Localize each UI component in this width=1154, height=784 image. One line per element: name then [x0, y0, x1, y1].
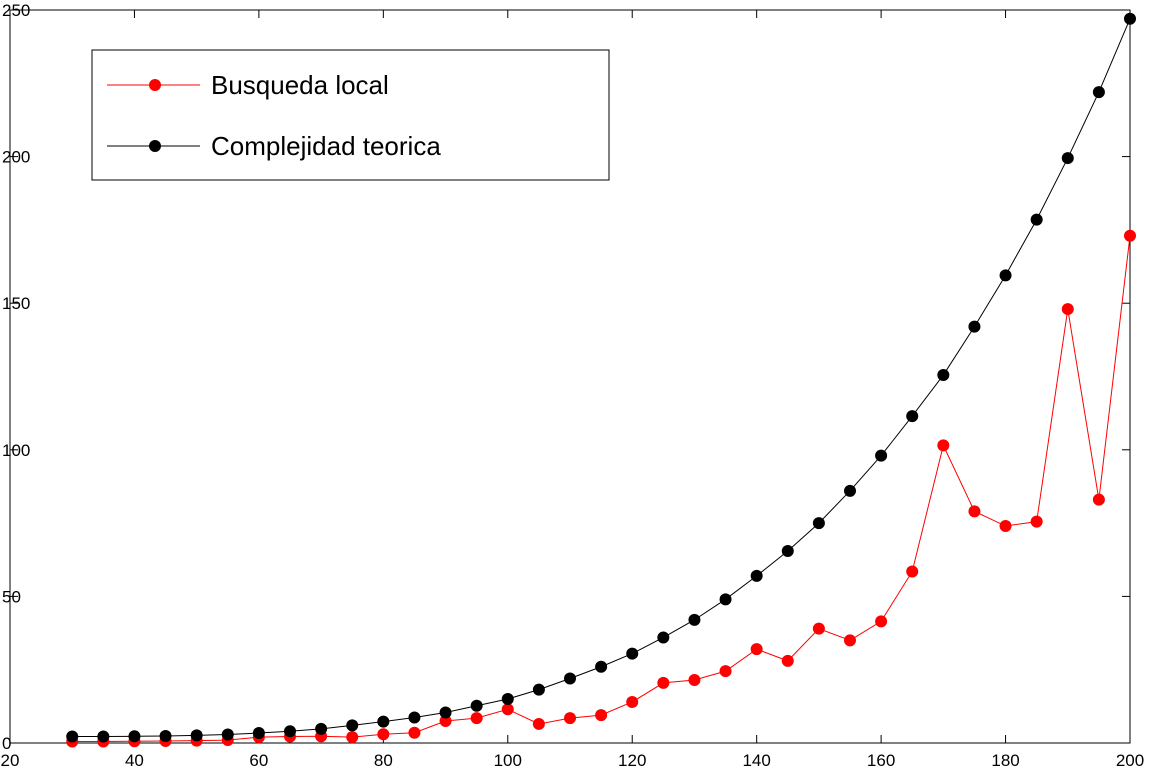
data-point-busqueda-local — [875, 615, 888, 628]
data-point-complejidad-teorica — [719, 593, 732, 606]
legend-label-busqueda-local: Busqueda local — [211, 70, 389, 100]
data-point-complejidad-teorica — [66, 730, 79, 743]
series-complejidad-teorica — [66, 12, 1136, 743]
data-point-complejidad-teorica — [937, 369, 950, 382]
data-point-complejidad-teorica — [284, 725, 296, 738]
y-tick-label: 200 — [2, 148, 30, 167]
legend-label-complejidad-teorica: Complejidad teorica — [211, 131, 441, 161]
data-point-busqueda-local — [470, 712, 483, 725]
data-point-complejidad-teorica — [750, 569, 763, 582]
x-tick-label: 140 — [742, 751, 770, 770]
x-tick-label: 120 — [618, 751, 646, 770]
data-point-busqueda-local — [1124, 229, 1136, 242]
data-point-complejidad-teorica — [1030, 213, 1043, 226]
data-point-complejidad-teorica — [688, 613, 701, 626]
data-point-busqueda-local — [937, 439, 950, 452]
data-point-busqueda-local — [657, 676, 670, 689]
data-point-complejidad-teorica — [221, 728, 234, 741]
data-point-complejidad-teorica — [252, 727, 265, 740]
data-point-busqueda-local — [1092, 493, 1105, 506]
data-point-complejidad-teorica — [439, 706, 452, 719]
data-point-busqueda-local — [377, 728, 390, 741]
x-tick-label: 180 — [991, 751, 1019, 770]
data-point-busqueda-local — [1030, 515, 1043, 528]
data-point-complejidad-teorica — [812, 517, 825, 530]
data-point-busqueda-local — [812, 622, 825, 635]
data-point-complejidad-teorica — [1124, 12, 1136, 25]
legend-box — [91, 49, 610, 181]
data-point-busqueda-local — [968, 505, 981, 518]
data-point-busqueda-local — [719, 665, 732, 678]
data-point-complejidad-teorica — [190, 729, 203, 742]
data-point-complejidad-teorica — [875, 449, 888, 462]
data-point-busqueda-local — [999, 520, 1012, 533]
data-point-complejidad-teorica — [97, 730, 110, 743]
y-tick-label: 150 — [2, 294, 30, 313]
data-point-busqueda-local — [564, 712, 576, 725]
data-point-complejidad-teorica — [626, 647, 639, 660]
data-point-complejidad-teorica — [595, 660, 608, 673]
data-point-busqueda-local — [688, 673, 701, 686]
data-point-complejidad-teorica — [1092, 86, 1105, 99]
data-point-complejidad-teorica — [968, 320, 981, 333]
data-point-busqueda-local — [595, 709, 608, 722]
x-tick-label: 60 — [249, 751, 268, 770]
data-point-complejidad-teorica — [470, 699, 483, 712]
data-point-busqueda-local — [1061, 303, 1074, 316]
data-point-complejidad-teorica — [532, 683, 545, 696]
legend: Busqueda local Complejidad teorica — [91, 49, 610, 181]
data-point-complejidad-teorica — [564, 672, 576, 685]
x-tick-label: 20 — [1, 751, 20, 770]
legend-marker-busqueda-local — [149, 79, 161, 91]
x-tick-label: 80 — [374, 751, 393, 770]
data-point-busqueda-local — [906, 565, 919, 578]
data-point-complejidad-teorica — [501, 693, 514, 706]
x-tick-label: 40 — [125, 751, 144, 770]
data-point-complejidad-teorica — [159, 729, 172, 742]
data-point-complejidad-teorica — [315, 722, 328, 735]
data-point-busqueda-local — [626, 695, 639, 708]
data-point-complejidad-teorica — [1061, 152, 1074, 165]
data-point-busqueda-local — [532, 717, 545, 730]
x-tick-label: 160 — [867, 751, 895, 770]
data-point-busqueda-local — [439, 715, 452, 728]
axis-ticks: 20 40 60 80 100 120 140 160 180 200 0 50 100 150 200 25… — [1, 1, 1145, 770]
x-tick-label: 200 — [1116, 751, 1144, 770]
data-point-complejidad-teorica — [999, 269, 1012, 282]
y-tick-label: 100 — [2, 441, 30, 460]
data-point-complejidad-teorica — [346, 719, 359, 732]
data-point-complejidad-teorica — [844, 484, 856, 497]
legend-marker-complejidad-teorica — [149, 140, 161, 152]
data-point-busqueda-local — [501, 703, 514, 716]
data-point-busqueda-local — [781, 654, 794, 667]
data-point-busqueda-local — [750, 643, 763, 656]
x-tick-label: 100 — [494, 751, 522, 770]
data-point-complejidad-teorica — [128, 730, 141, 743]
y-tick-label: 250 — [2, 1, 30, 20]
data-point-complejidad-teorica — [657, 631, 670, 644]
data-point-busqueda-local — [346, 731, 359, 744]
data-point-complejidad-teorica — [781, 544, 794, 557]
data-point-busqueda-local — [844, 634, 856, 647]
y-tick-label: 0 — [2, 734, 11, 753]
data-point-complejidad-teorica — [408, 711, 421, 724]
data-point-complejidad-teorica — [377, 715, 390, 728]
y-tick-label: 50 — [2, 587, 21, 606]
series-layer — [66, 12, 1136, 748]
data-point-busqueda-local — [408, 726, 421, 739]
data-point-complejidad-teorica — [906, 410, 919, 423]
